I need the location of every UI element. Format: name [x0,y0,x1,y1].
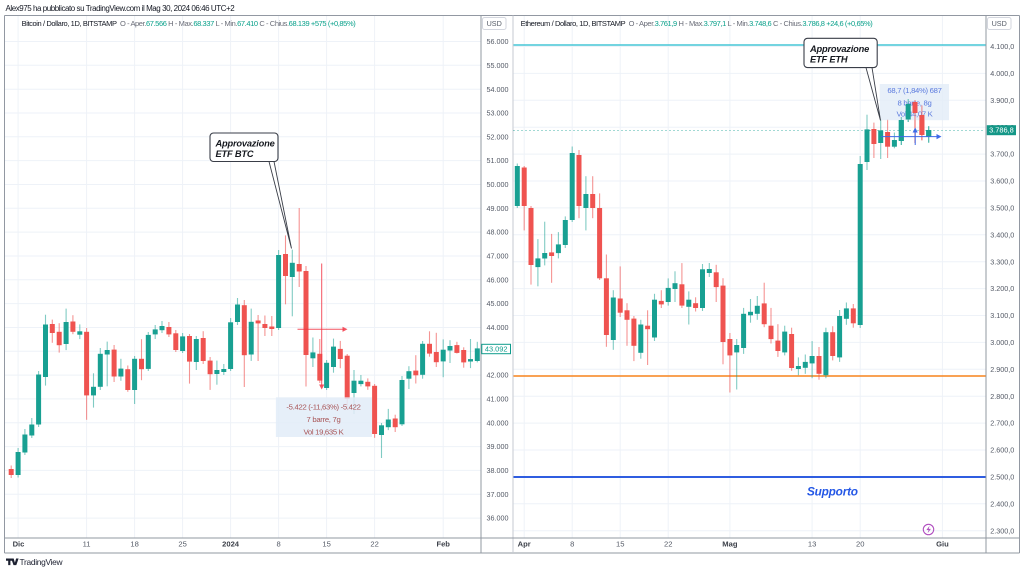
svg-text:4.100,0: 4.100,0 [990,42,1014,51]
svg-text:8: 8 [276,540,280,549]
svg-text:68,7 (1,84%) 687: 68,7 (1,84%) 687 [887,86,941,95]
svg-text:3.500,0: 3.500,0 [990,204,1014,213]
svg-text:TradingView: TradingView [20,557,64,567]
svg-text:48.000: 48.000 [487,228,509,237]
svg-text:56.000: 56.000 [487,37,509,46]
svg-text:2.900,0: 2.900,0 [990,365,1014,374]
svg-text:38.000: 38.000 [487,466,509,475]
svg-text:2.800,0: 2.800,0 [990,392,1014,401]
svg-text:45.000: 45.000 [487,299,509,308]
svg-text:2.400,0: 2.400,0 [990,499,1014,508]
svg-text:15: 15 [616,540,624,549]
svg-text:-5.422 (-11,63%) -5.422: -5.422 (-11,63%) -5.422 [286,403,360,412]
svg-text:39.000: 39.000 [487,442,509,451]
svg-text:Dic: Dic [13,540,25,549]
svg-text:USD: USD [487,19,502,28]
svg-text:Feb: Feb [436,540,450,549]
svg-text:8: 8 [570,540,574,549]
svg-text:4.000,0: 4.000,0 [990,69,1014,78]
svg-text:42.000: 42.000 [487,371,509,380]
svg-text:22: 22 [664,540,672,549]
svg-text:13: 13 [808,540,816,549]
svg-text:3.100,0: 3.100,0 [990,311,1014,320]
svg-text:Mag: Mag [722,540,738,549]
svg-text:40.000: 40.000 [487,418,509,427]
svg-text:3.300,0: 3.300,0 [990,257,1014,266]
svg-text:Vol 19,635 K: Vol 19,635 K [304,427,345,436]
svg-text:Approvazione: Approvazione [809,44,869,54]
svg-text:Apr: Apr [518,540,531,549]
svg-text:3.400,0: 3.400,0 [990,230,1014,239]
svg-text:2.500,0: 2.500,0 [990,473,1014,482]
svg-text:55.000: 55.000 [487,61,509,70]
svg-text:36.000: 36.000 [487,514,509,523]
svg-text:51.000: 51.000 [487,156,509,165]
svg-text:2.600,0: 2.600,0 [990,446,1014,455]
svg-text:44.000: 44.000 [487,323,509,332]
svg-text:Bitcoin / Dollaro, 1D, BITSTAM: Bitcoin / Dollaro, 1D, BITSTAMP O - Aper… [22,19,357,28]
svg-text:Supporto: Supporto [807,484,858,498]
svg-text:2024: 2024 [222,540,240,549]
svg-text:3.200,0: 3.200,0 [990,284,1014,293]
svg-text:3.900,0: 3.900,0 [990,96,1014,105]
svg-text:Approvazione: Approvazione [215,138,275,148]
svg-text:3.000,0: 3.000,0 [990,338,1014,347]
svg-text:7 barre, 7g: 7 barre, 7g [307,415,341,424]
svg-text:11: 11 [83,540,91,549]
svg-text:ETF ETH: ETF ETH [810,55,848,65]
svg-text:22: 22 [370,540,378,549]
svg-text:37.000: 37.000 [487,490,509,499]
svg-text:15: 15 [322,540,330,549]
svg-text:USD: USD [992,19,1007,28]
svg-text:Ethereum / Dollaro, 1D, BITSTA: Ethereum / Dollaro, 1D, BITSTAMP O - Ape… [521,19,874,28]
svg-text:3.700,0: 3.700,0 [990,150,1014,159]
svg-text:47.000: 47.000 [487,252,509,261]
svg-text:52.000: 52.000 [487,132,509,141]
svg-text:2.700,0: 2.700,0 [990,419,1014,428]
svg-text:ETF BTC: ETF BTC [216,149,254,159]
svg-text:Giu: Giu [936,540,949,549]
svg-text:50.000: 50.000 [487,180,509,189]
svg-text:20: 20 [856,540,864,549]
svg-text:2.300,0: 2.300,0 [990,526,1014,535]
svg-text:25: 25 [178,540,186,549]
svg-text:3.600,0: 3.600,0 [990,177,1014,186]
svg-text:46.000: 46.000 [487,275,509,284]
svg-text:43.092: 43.092 [485,344,508,353]
svg-text:Alex975 ha pubblicato su Tradi: Alex975 ha pubblicato su TradingView.com… [6,4,236,13]
svg-text:54.000: 54.000 [487,85,509,94]
svg-text:49.000: 49.000 [487,204,509,213]
svg-text:41.000: 41.000 [487,395,509,404]
svg-text:18: 18 [130,540,138,549]
svg-text:53.000: 53.000 [487,109,509,118]
svg-text:3.786,8: 3.786,8 [989,126,1014,135]
